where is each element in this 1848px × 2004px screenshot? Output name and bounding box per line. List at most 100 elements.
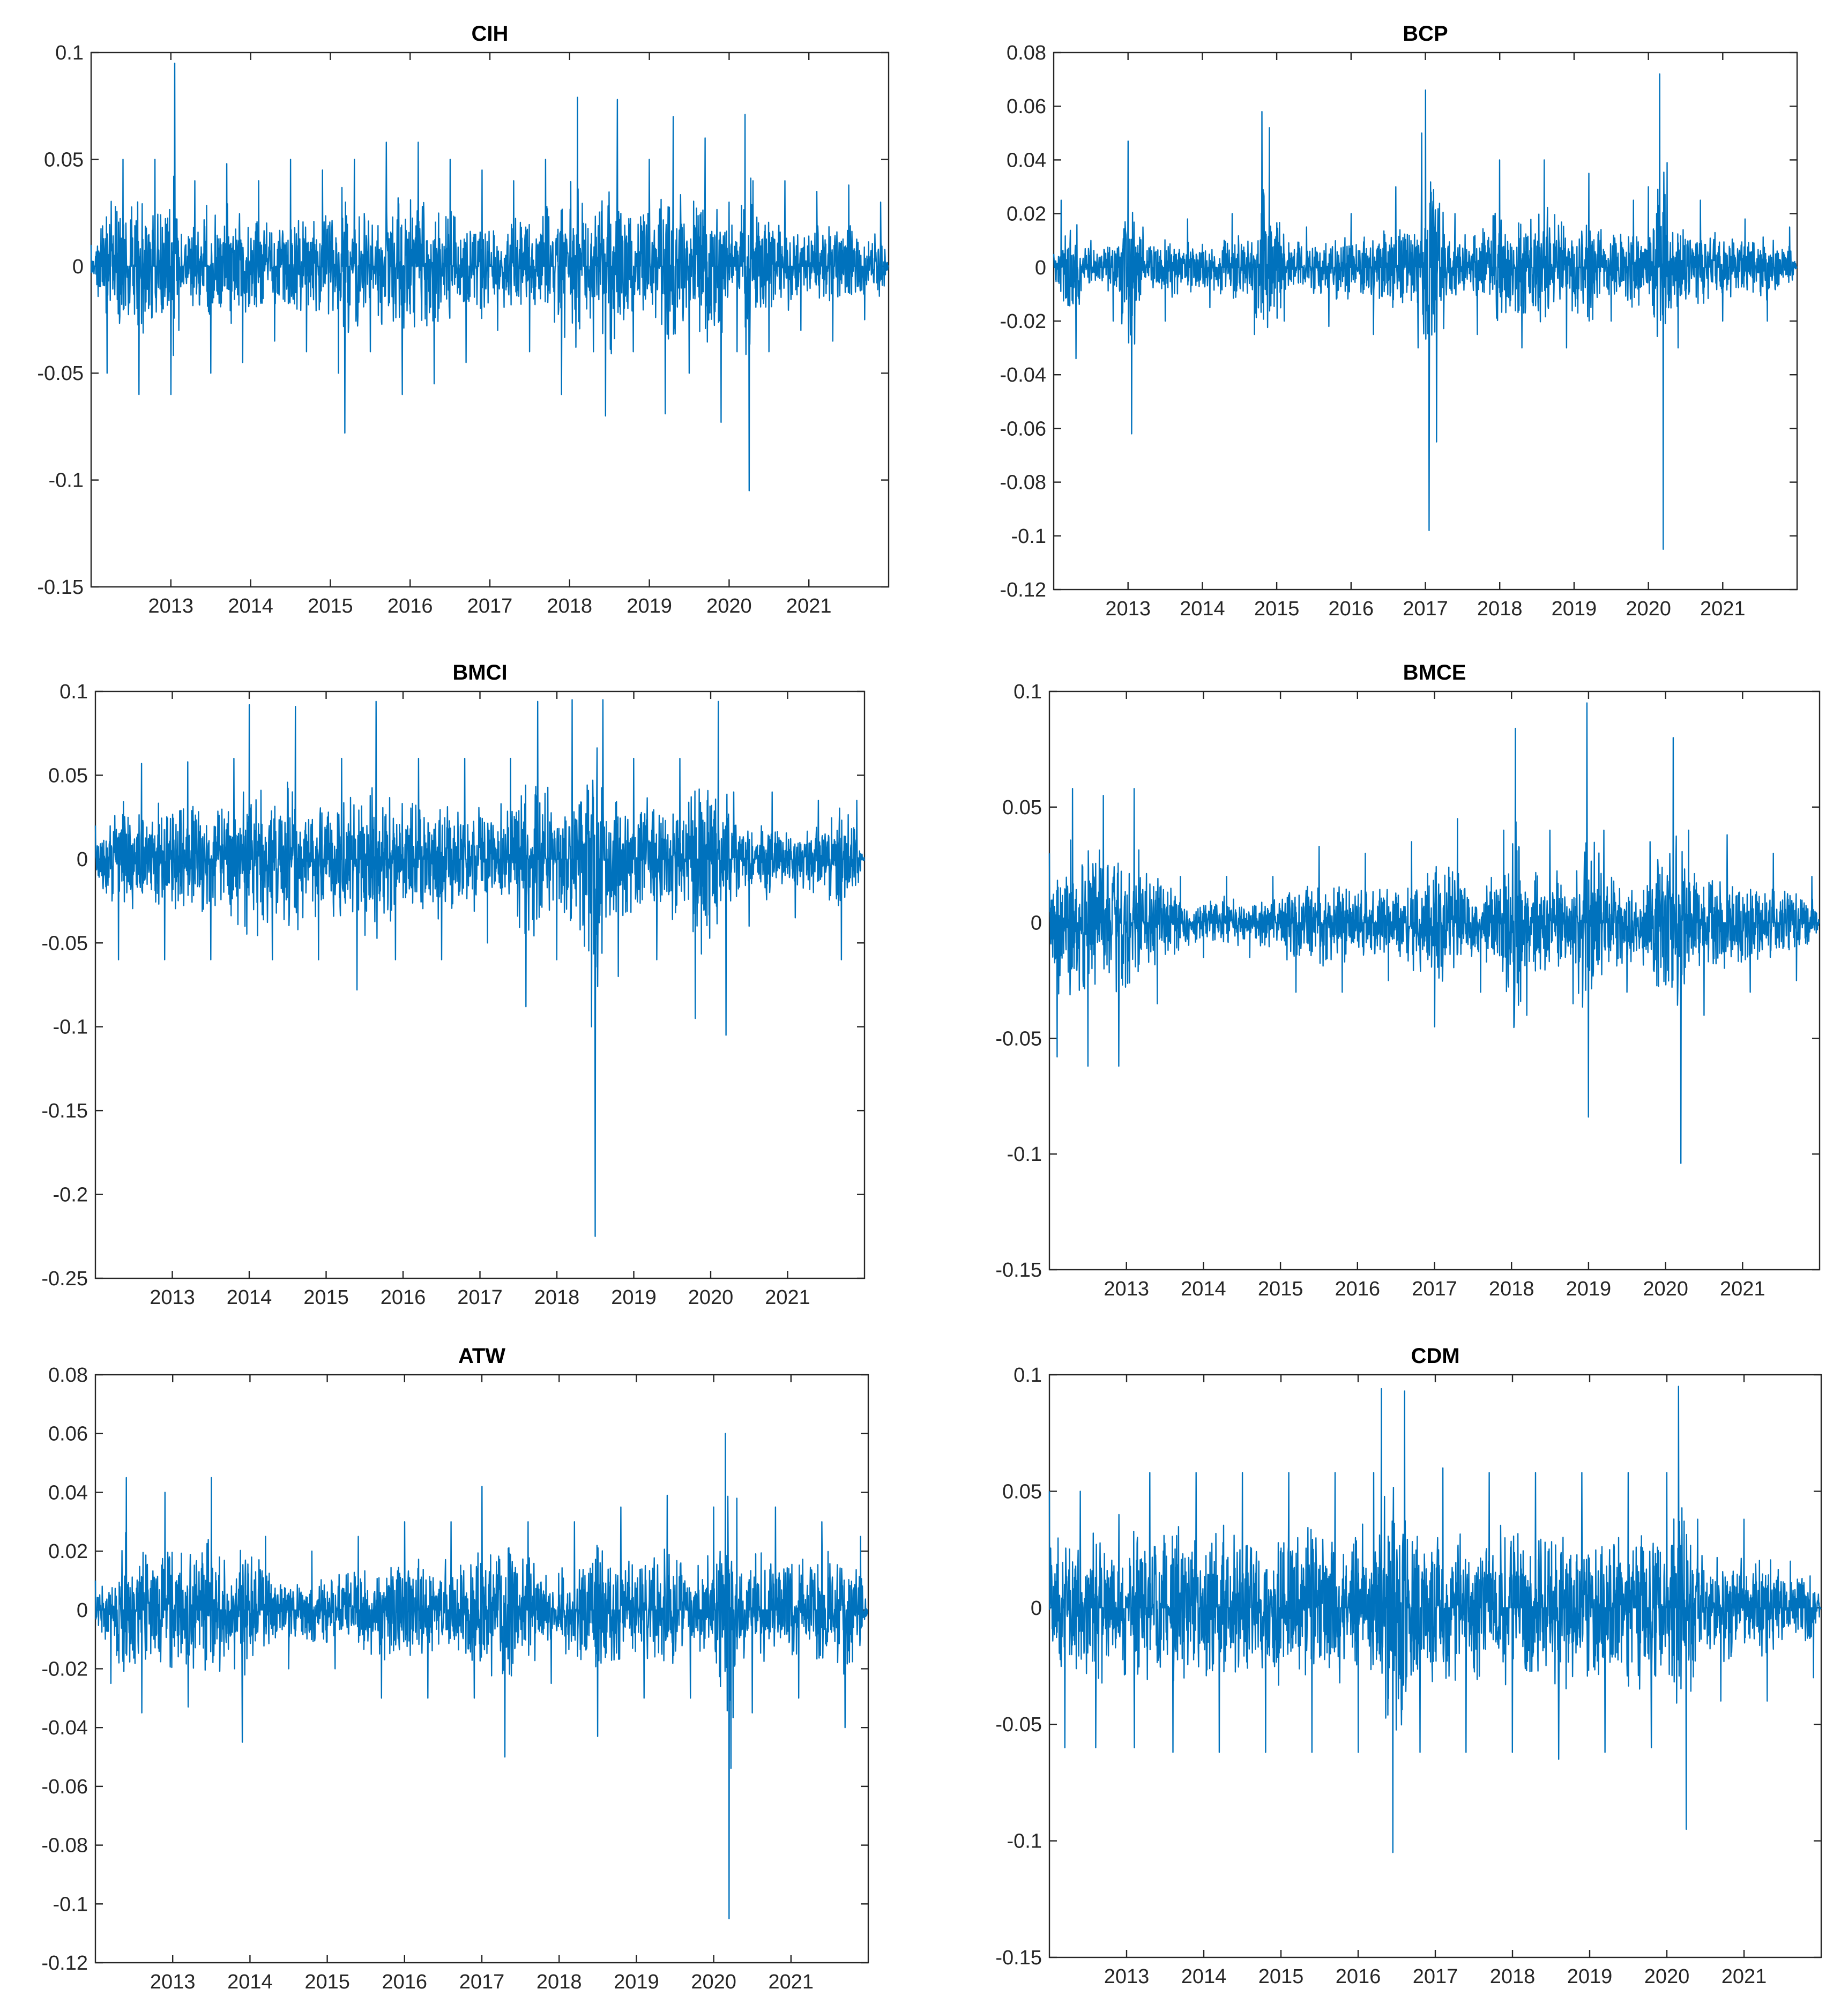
y-tick-label: -0.15 (995, 1259, 1042, 1282)
y-tick-label: -0.04 (1000, 364, 1046, 386)
plot-area (94, 690, 866, 1279)
y-tick-label: 0.05 (44, 148, 84, 171)
plot-area (94, 1374, 869, 1964)
y-tick-label: 0.02 (48, 1540, 88, 1563)
x-tick-label: 2019 (1566, 1278, 1612, 1300)
x-tick-label: 2016 (382, 1971, 428, 1993)
chart-panel-bcp: BCP 0.08 0.06 0.04 0.02 0 -0.02 -0.04 -0.06 -0.08… (1000, 22, 1798, 620)
y-tick-label: 0.04 (48, 1481, 88, 1504)
series-line-bmci (94, 699, 866, 1238)
y-tick-label: 0 (1031, 1597, 1042, 1620)
y-tick-label: 0.1 (1014, 1364, 1042, 1387)
y-tick-label: -0.12 (41, 1952, 88, 1975)
x-tick-label: 2018 (534, 1286, 580, 1309)
x-tick-label: 2015 (1258, 1965, 1304, 1988)
y-tick-label: 0.04 (1007, 149, 1046, 172)
x-tick-label: 2013 (148, 595, 194, 617)
series-line-cih (90, 62, 889, 491)
y-tick-label: 0.05 (48, 764, 88, 787)
y-tick-label: -0.15 (995, 1947, 1042, 1969)
x-tick-label: 2014 (1180, 598, 1225, 620)
x-tick-label: 2017 (457, 1286, 503, 1309)
series-line-bcp (1053, 73, 1798, 550)
x-tick-label: 2021 (1722, 1965, 1767, 1988)
chart-title: BMCE (1403, 661, 1466, 684)
x-tick-label: 2015 (303, 1286, 349, 1309)
y-tick-label: 0 (72, 256, 84, 278)
x-tick-label: 2020 (688, 1286, 734, 1309)
x-tick-label: 2016 (381, 1286, 426, 1309)
x-tick-label: 2015 (308, 595, 353, 617)
y-tick-label: -0.1 (1007, 1830, 1042, 1853)
x-tick-label: 2018 (1490, 1965, 1536, 1988)
chart-panel-cdm: CDM 0.1 0.05 0 -0.05 -0.1 -0.15 2013 2014 2015 201… (995, 1344, 1822, 1988)
x-tick-label: 2018 (1489, 1278, 1534, 1300)
chart-title: BMCI (452, 661, 507, 684)
y-tick-label: -0.1 (1011, 525, 1046, 548)
x-tick-label: 2013 (1104, 1965, 1150, 1988)
x-tick-label: 2016 (1329, 598, 1374, 620)
y-tick-label: -0.02 (1000, 310, 1046, 333)
plot-area (1048, 1374, 1822, 1958)
y-tick-label: -0.08 (41, 1835, 88, 1857)
x-tick-label: 2020 (1643, 1278, 1688, 1300)
y-tick-label: -0.05 (37, 362, 84, 385)
y-tick-label: 0.1 (59, 681, 88, 703)
x-tick-label: 2015 (304, 1971, 350, 1993)
y-tick-label: 0 (77, 1599, 88, 1622)
series-line-bmce (1048, 702, 1820, 1164)
x-tick-label: 2020 (1626, 598, 1671, 620)
chart-title: BCP (1403, 22, 1448, 46)
chart-title: CIH (472, 22, 509, 46)
x-tick-label: 2016 (1336, 1965, 1381, 1988)
x-tick-label: 2017 (467, 595, 513, 617)
x-tick-label: 2021 (1720, 1278, 1765, 1300)
x-tick-label: 2014 (1181, 1278, 1226, 1300)
x-tick-label: 2014 (1181, 1965, 1227, 1988)
x-tick-label: 2019 (1567, 1965, 1613, 1988)
y-tick-label: 0.08 (1007, 42, 1046, 64)
y-tick-label: -0.04 (41, 1717, 88, 1739)
x-tick-label: 2021 (786, 595, 832, 617)
chart-panel-bmci: BMCI 0.1 0.05 0 -0.05 -0.1 -0.15 -0.2 -0.25 2013 2… (41, 661, 866, 1309)
y-tick-label: -0.1 (49, 470, 84, 492)
x-tick-label: 2017 (459, 1971, 505, 1993)
x-tick-label: 2019 (614, 1971, 659, 1993)
y-tick-label: -0.06 (1000, 418, 1046, 440)
y-tick-label: 0 (1035, 257, 1046, 279)
x-tick-label: 2020 (1644, 1965, 1690, 1988)
x-tick-label: 2020 (706, 595, 752, 617)
chart-title: ATW (458, 1344, 505, 1368)
x-tick-label: 2013 (1104, 1278, 1149, 1300)
chart-panel-atw: ATW 0.08 0.06 0.04 0.02 0 -0.02 -0.04 -0.06 -0.08… (41, 1344, 869, 1993)
x-tick-label: 2013 (1105, 598, 1151, 620)
y-tick-label: 0.08 (48, 1364, 88, 1387)
x-tick-label: 2014 (227, 1971, 273, 1993)
y-tick-label: 0.06 (1007, 95, 1046, 118)
y-tick-label: -0.12 (1000, 579, 1046, 601)
x-tick-label: 2017 (1403, 598, 1448, 620)
x-tick-label: 2014 (228, 595, 273, 617)
y-tick-label: -0.05 (41, 932, 88, 955)
y-tick-label: -0.08 (1000, 472, 1046, 494)
y-tick-label: -0.05 (995, 1027, 1042, 1050)
plot-area (90, 51, 890, 588)
y-tick-label: -0.2 (53, 1184, 88, 1206)
x-tick-label: 2017 (1412, 1278, 1457, 1300)
x-tick-label: 2019 (627, 595, 672, 617)
y-tick-label: 0.05 (1002, 796, 1042, 819)
x-tick-label: 2015 (1254, 598, 1300, 620)
y-tick-label: -0.1 (53, 1893, 88, 1916)
series-line-cdm (1048, 1385, 1822, 1853)
x-tick-label: 2019 (1552, 598, 1597, 620)
x-tick-label: 2017 (1413, 1965, 1458, 1988)
x-tick-label: 2015 (1258, 1278, 1303, 1300)
x-tick-label: 2019 (611, 1286, 657, 1309)
chart-panel-bmce: BMCE 0.1 0.05 0 -0.05 -0.1 -0.15 2013 2014 2015 20… (995, 661, 1821, 1300)
x-tick-label: 2020 (691, 1971, 736, 1993)
x-tick-label: 2013 (150, 1286, 195, 1309)
chart-panel-cih: CIH 0.1 0.05 0 -0.05 -0.1 -0.15 2013 2014 2015 201… (37, 22, 890, 617)
y-tick-label: 0.1 (1014, 681, 1042, 703)
y-tick-label: 0.05 (1002, 1480, 1042, 1503)
